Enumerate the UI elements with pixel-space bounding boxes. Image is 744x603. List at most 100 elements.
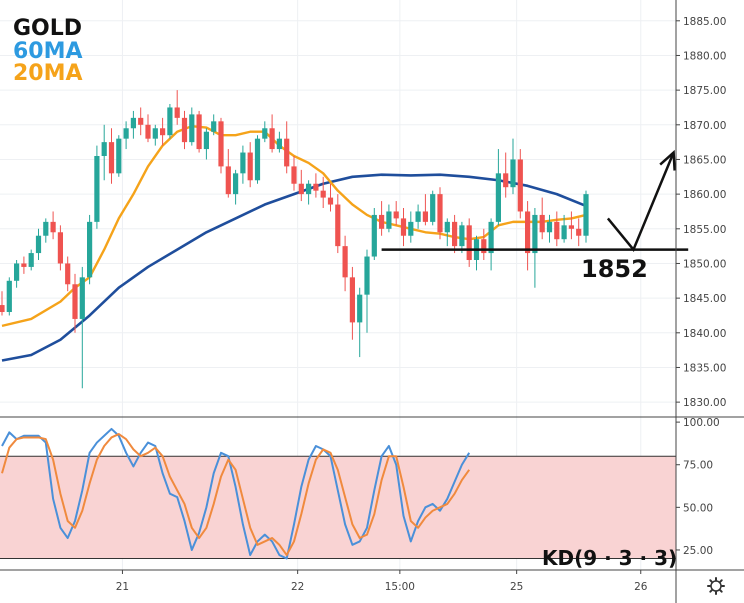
kd-ytick-label: 50.00 [683, 502, 713, 514]
candle-body [298, 183, 304, 195]
candle-body [415, 211, 421, 222]
candle-body [269, 128, 275, 150]
candle-body [174, 107, 180, 118]
candle [152, 124, 158, 146]
kd-indicator-label: KD(9 · 3 · 3) [542, 546, 677, 570]
candle-body [503, 173, 509, 188]
candle-body [87, 221, 93, 278]
ytick-label: 1860.00 [683, 189, 726, 201]
candle-body [57, 232, 63, 264]
candle-body [393, 211, 399, 219]
candle-body [320, 190, 326, 198]
candle [101, 124, 107, 181]
projection-arrow [606, 152, 675, 253]
candle [269, 114, 275, 153]
candle-body [0, 305, 5, 312]
xtick-label: 22 [291, 581, 304, 593]
candle-body [532, 214, 538, 254]
candle [313, 173, 319, 198]
candle [327, 183, 334, 212]
candle [335, 194, 341, 254]
candle [517, 149, 523, 219]
candle [379, 201, 385, 236]
candle-body [116, 138, 122, 174]
candle-body [262, 128, 268, 139]
candle-body [14, 263, 20, 281]
ytick-label: 1830.00 [683, 397, 726, 409]
candle [0, 291, 5, 316]
candle-body [152, 128, 158, 139]
candle-body [123, 128, 129, 139]
candle [488, 218, 494, 271]
ytick-label: 1855.00 [683, 224, 726, 236]
candle-body [160, 128, 166, 136]
candle [444, 218, 450, 247]
candle [510, 138, 516, 195]
candle [364, 249, 370, 333]
candle [466, 218, 472, 267]
candle [532, 208, 538, 288]
candle-body [50, 221, 56, 233]
candle [43, 218, 49, 243]
settings-gear-icon[interactable] [707, 577, 725, 595]
candle [108, 128, 115, 184]
candle-body [459, 225, 465, 247]
candle [72, 273, 78, 333]
ytick-label: 1835.00 [683, 362, 726, 374]
candle-body [130, 117, 136, 129]
candle-body [138, 117, 144, 125]
candle [233, 169, 239, 205]
candle [393, 201, 399, 226]
ytick-label: 1845.00 [683, 293, 726, 305]
kd-ytick-label: 25.00 [683, 545, 713, 557]
candle [160, 117, 166, 146]
candle [240, 145, 246, 184]
ytick-label: 1865.00 [683, 154, 726, 166]
candle-body [203, 131, 209, 150]
candle-body [576, 228, 582, 236]
candle [430, 190, 436, 226]
candle-body [306, 183, 312, 195]
candle-body [43, 221, 49, 236]
ma60-line [1, 173, 587, 362]
candle-body [568, 225, 574, 229]
legend-20ma: 20MA [13, 61, 83, 86]
candle-body [430, 194, 436, 222]
candle-body [189, 114, 195, 143]
candle-body [517, 159, 523, 212]
candle [123, 121, 129, 150]
candle-body [35, 235, 42, 254]
candle-body [357, 294, 363, 323]
candle-body [28, 253, 34, 267]
candle-body [561, 225, 567, 240]
candle [481, 228, 487, 260]
candle-body [342, 246, 348, 278]
candle [386, 204, 392, 233]
kd-line-d [1, 433, 471, 557]
candle-body [145, 124, 151, 139]
candle-body [379, 214, 385, 229]
candle [189, 107, 195, 146]
candle-body [327, 197, 334, 205]
candle [568, 211, 574, 240]
candle-body [386, 211, 392, 229]
candle [116, 135, 122, 177]
candle-body [254, 138, 261, 181]
candle [546, 214, 553, 243]
ytick-label: 1880.00 [683, 50, 726, 62]
candle-body [546, 221, 553, 233]
kd-ytick-label: 100.00 [683, 417, 720, 429]
candle-body [167, 107, 173, 136]
candle [408, 211, 414, 243]
candle [583, 190, 589, 243]
candle [254, 135, 261, 184]
candle [371, 208, 377, 260]
xtick-label: 15:00 [385, 581, 415, 593]
candle-body [364, 256, 370, 295]
candle [87, 214, 93, 285]
candle-body [408, 221, 414, 236]
candle [554, 211, 560, 247]
candle-body [240, 152, 246, 174]
candle-body [291, 166, 297, 184]
